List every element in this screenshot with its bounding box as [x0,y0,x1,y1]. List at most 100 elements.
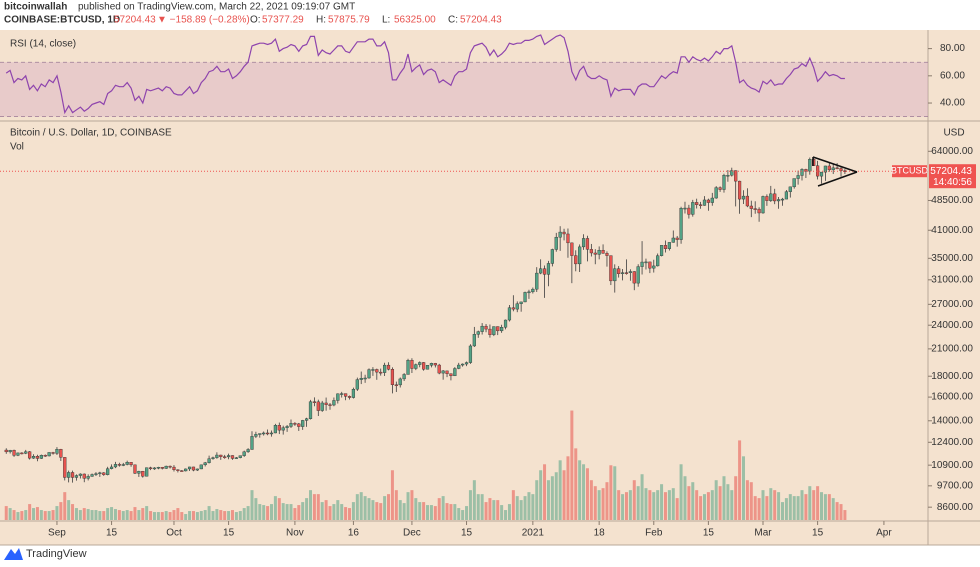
volume-bar [445,503,449,520]
volume-bar [133,507,137,520]
x-tick-label: Feb [645,528,663,539]
volume-bar [589,480,593,520]
candle-body [305,418,309,421]
volume-bar [816,486,820,520]
candle-body [94,473,98,475]
candle-body [398,378,402,386]
candle-body [683,207,687,210]
candle-body [601,250,605,254]
candle-body [542,268,547,275]
volume-label: Vol [10,142,24,153]
volume-bar [558,460,562,520]
candle-body [636,266,640,284]
candle-body [644,261,648,264]
candle-body [714,187,718,199]
candle-body [277,425,281,431]
volume-bar [394,490,398,520]
candle-body [839,168,843,171]
volume-bar [188,511,192,520]
candle-body [640,261,644,267]
candle-body [308,401,313,419]
volume-bar [312,494,316,520]
volume-bar [71,504,75,520]
x-tick-label: 15 [703,528,715,539]
volume-bar [726,484,730,520]
volume-bar [718,486,722,520]
volume-bar [519,500,523,520]
candle-body [804,169,808,172]
candle-body [332,400,336,406]
volume-bar [660,484,664,520]
volume-bar [203,510,207,520]
volume-bar [492,500,496,520]
candle-body [796,175,800,179]
candle-body [589,249,593,254]
volume-bar [344,507,348,520]
candle-body [480,325,484,332]
candle-body [293,423,297,425]
candle-body [698,204,703,206]
volume-bar [539,470,543,520]
volume-bar [250,490,254,520]
volume-bar [262,505,266,520]
chart-background [0,30,980,545]
candle-body [835,167,839,170]
candle-body [4,449,8,453]
candle-body [527,291,531,294]
volume-bar [254,498,258,520]
candle-body [550,249,554,264]
candle-body [429,363,434,366]
volume-bar [371,500,375,520]
x-tick-label: 15 [106,528,118,539]
candle-body [375,369,379,373]
volume-bar [827,494,831,520]
y-tick-label: 16000.00 [931,392,973,403]
volume-bar [812,490,816,520]
candle-body [344,393,348,397]
y-tick-label: 8600.00 [937,502,974,513]
volume-bar [632,480,636,520]
volume-bar [835,502,839,520]
last-price: 57204.43 [114,15,156,26]
candle-body [59,449,63,458]
volume-bar [730,490,734,520]
candle-body [125,462,129,465]
y-tick-label: 10900.00 [931,460,973,471]
volume-bar [141,508,145,520]
volume-bar [24,510,28,520]
candle-body [710,197,714,203]
volume-bar [441,496,445,520]
volume-bar [640,474,644,520]
volume-bar [543,464,547,520]
volume-bar [562,470,566,520]
candle-body [230,455,235,459]
volume-bar [246,506,250,520]
volume-bar [316,494,320,520]
y-tick-label: 14000.00 [931,415,973,426]
volume-bar [340,504,344,520]
candle-body [16,452,20,456]
volume-bar [78,510,82,520]
candle-body [320,402,324,411]
candle-body [734,170,738,182]
candle-body [39,454,43,459]
volume-bar [566,456,570,520]
volume-bar [285,504,289,520]
volume-bar [605,482,609,520]
volume-bar [761,490,765,520]
volume-bar [238,511,242,520]
volume-bar [624,492,628,520]
x-tick-label: 15 [812,528,824,539]
volume-bar [449,504,453,520]
volume-bar [617,490,621,520]
candle-body [441,370,445,374]
volume-bar [355,494,359,520]
candle-body [562,231,566,235]
candle-body [410,360,414,369]
price-pane [0,157,928,483]
volume-bar [671,488,675,520]
candle-body [578,246,582,265]
candle-body [566,233,570,244]
candle-body [632,271,636,284]
candle-body [515,303,519,310]
